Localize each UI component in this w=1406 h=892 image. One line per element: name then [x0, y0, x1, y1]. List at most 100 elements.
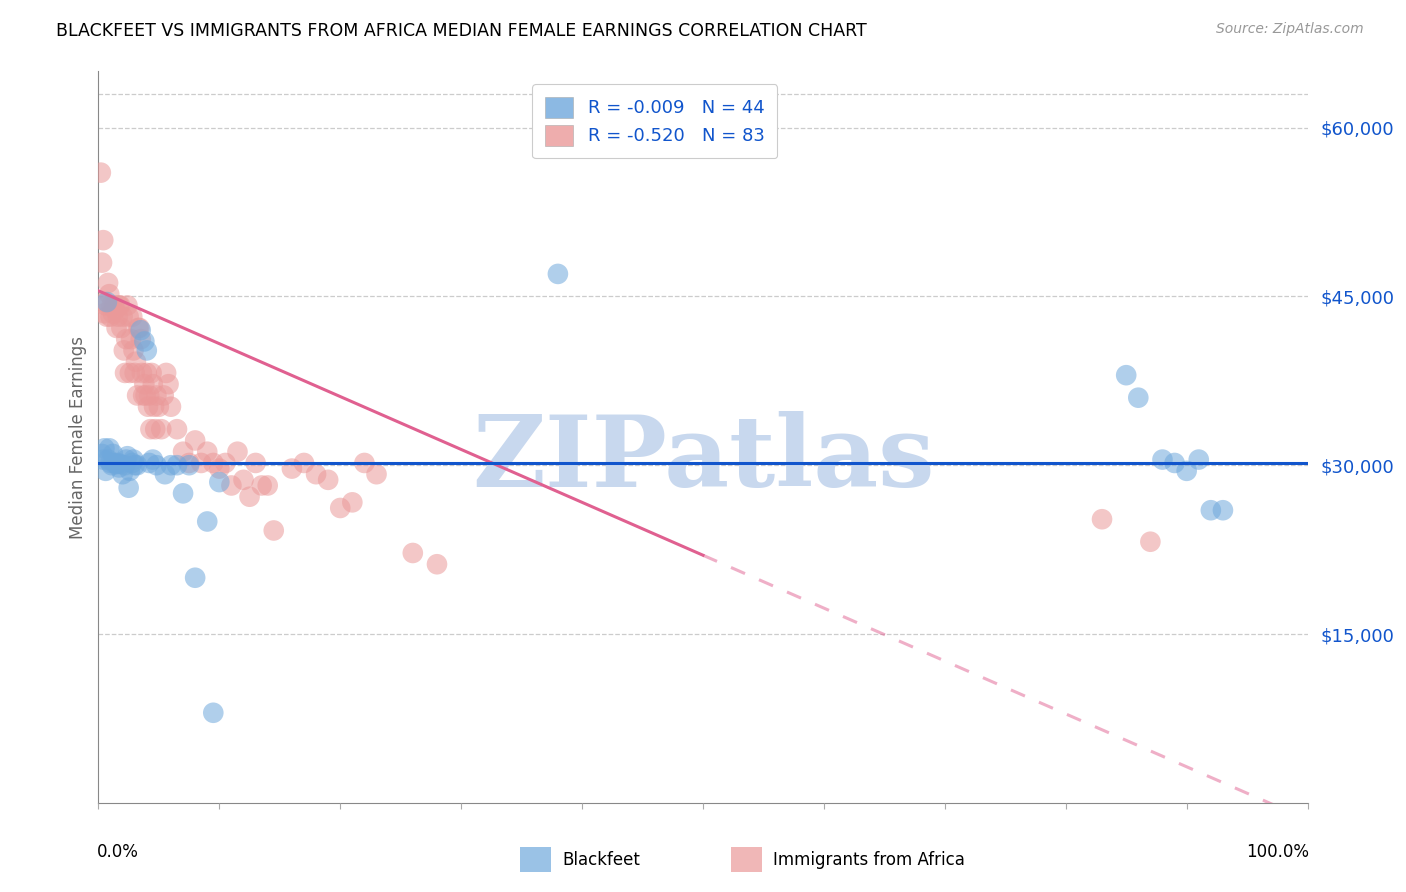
Point [93, 306, 115, 320]
Point [239, 490, 262, 504]
Point [124, 458, 146, 473]
Point [155, 366, 177, 380]
Point [195, 444, 218, 458]
Point [120, 332, 142, 346]
Point [127, 388, 149, 402]
Point [250, 478, 273, 492]
Point [135, 366, 157, 380]
Point [122, 343, 145, 358]
Point [142, 377, 165, 392]
Text: 100.0%: 100.0% [1246, 843, 1309, 861]
Point [166, 458, 188, 473]
Point [105, 457, 128, 471]
Point [108, 457, 131, 471]
Point [118, 366, 141, 380]
Point [121, 456, 143, 470]
Point [108, 460, 131, 475]
Point [179, 458, 201, 473]
Point [263, 524, 285, 538]
Point [142, 452, 165, 467]
Point [117, 449, 139, 463]
Point [208, 475, 231, 489]
Point [134, 377, 156, 392]
Point [160, 400, 183, 414]
Point [97, 276, 120, 290]
Point [129, 332, 152, 346]
Point [138, 456, 160, 470]
Point [1212, 503, 1234, 517]
Point [111, 467, 134, 482]
Text: Immigrants from Africa: Immigrants from Africa [773, 851, 965, 869]
Point [1199, 503, 1222, 517]
Point [135, 343, 157, 358]
Point [1188, 452, 1211, 467]
Point [128, 321, 150, 335]
Point [184, 434, 207, 448]
Point [1175, 464, 1198, 478]
Point [101, 447, 124, 461]
Point [139, 422, 162, 436]
Point [121, 310, 143, 324]
Point [402, 546, 425, 560]
Point [103, 298, 125, 312]
Point [98, 287, 121, 301]
Point [112, 343, 135, 358]
Point [90, 166, 112, 180]
Point [141, 366, 163, 380]
Point [93, 442, 115, 456]
Point [281, 461, 304, 475]
Point [316, 473, 339, 487]
Point [97, 452, 120, 467]
Point [202, 456, 225, 470]
Point [122, 452, 145, 467]
Point [101, 306, 124, 320]
Point [100, 298, 122, 312]
Point [145, 388, 167, 402]
Point [292, 456, 315, 470]
Point [134, 334, 156, 349]
Point [100, 456, 122, 470]
Point [117, 298, 139, 312]
Point [115, 332, 138, 346]
Point [1152, 452, 1174, 467]
Legend: R = -0.009   N = 44, R = -0.520   N = 83: R = -0.009 N = 44, R = -0.520 N = 83 [531, 84, 778, 158]
Point [118, 310, 141, 324]
Point [329, 500, 352, 515]
Text: 0.0%: 0.0% [97, 843, 139, 861]
Point [91, 255, 114, 269]
Point [115, 452, 138, 467]
Point [184, 571, 207, 585]
Point [124, 366, 146, 380]
Point [107, 456, 129, 470]
Point [221, 478, 243, 492]
Point [108, 298, 131, 312]
Point [138, 388, 160, 402]
Point [132, 388, 155, 402]
Point [232, 473, 254, 487]
Point [114, 458, 136, 473]
Point [100, 310, 122, 324]
Point [91, 447, 114, 461]
Point [1091, 512, 1114, 526]
Point [143, 400, 166, 414]
Point [226, 444, 249, 458]
Point [107, 310, 129, 324]
Point [96, 295, 118, 310]
Point [93, 295, 115, 310]
Point [98, 442, 121, 456]
Text: Source: ZipAtlas.com: Source: ZipAtlas.com [1216, 22, 1364, 37]
Point [195, 515, 218, 529]
Point [143, 422, 166, 436]
Point [135, 388, 157, 402]
Point [547, 267, 569, 281]
Text: ZIPatlas: ZIPatlas [472, 410, 934, 508]
Point [129, 323, 152, 337]
Point [172, 486, 194, 500]
Point [152, 388, 174, 402]
Point [127, 458, 149, 473]
Point [1128, 391, 1150, 405]
Point [214, 456, 236, 470]
Point [1115, 368, 1137, 383]
Point [305, 467, 328, 482]
Point [353, 456, 375, 470]
